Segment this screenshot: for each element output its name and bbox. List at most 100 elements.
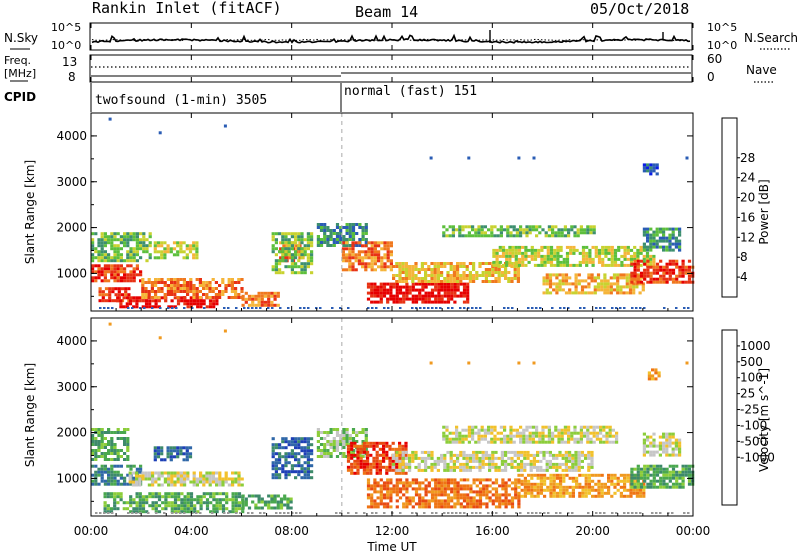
velocity-echo-cell	[430, 462, 434, 466]
power-echo-cell	[509, 225, 513, 229]
power-echo-cell	[116, 238, 120, 242]
velocity-echo-cell	[359, 465, 363, 469]
velocity-echo-cell	[530, 476, 534, 480]
velocity-echo-cell	[310, 470, 314, 474]
velocity-echo-cell	[116, 501, 120, 505]
velocity-echo-cell	[103, 501, 107, 505]
power-echo-cell	[294, 271, 298, 275]
power-echo-cell	[603, 273, 607, 277]
velocity-echo-cell	[176, 474, 180, 478]
power-echo-cell	[430, 280, 434, 283]
velocity-echo-cell	[218, 483, 222, 487]
velocity-echo-cell	[615, 437, 619, 441]
velocity-echo-cell	[519, 440, 523, 444]
velocity-echo-cell	[649, 464, 653, 468]
velocity-echo-cell	[623, 494, 627, 498]
power-echo-cell	[556, 254, 560, 258]
velocity-echo-cell	[452, 459, 456, 463]
power-echo-cell	[189, 287, 193, 290]
velocity-echo-cell	[658, 453, 662, 457]
velocity-echo-cell	[491, 502, 495, 506]
power-echo-cell	[665, 280, 669, 284]
velocity-echo-cell	[456, 456, 460, 460]
velocity-echo-cell	[129, 504, 133, 508]
velocity-echo-cell	[488, 484, 492, 488]
velocity-ground-cell	[671, 512, 674, 514]
velocity-echo-cell	[461, 440, 465, 444]
power-echo-cell	[466, 294, 470, 298]
velocity-echo-cell	[642, 438, 646, 442]
power-echo-cell	[234, 287, 238, 290]
power-echo-cell	[659, 265, 663, 269]
power-echo-cell	[339, 235, 343, 238]
velocity-echo-cell	[382, 441, 386, 445]
velocity-echo-cell	[94, 449, 98, 452]
velocity-echo-cell	[364, 449, 368, 452]
power-echo-cell	[646, 265, 650, 269]
velocity-echo-cell	[234, 501, 238, 505]
velocity-ground-cell	[571, 512, 574, 514]
velocity-echo-cell	[602, 434, 606, 438]
velocity-echo-cell	[183, 501, 187, 505]
velocity-echo-cell	[91, 428, 95, 431]
velocity-echo-cell	[290, 455, 294, 459]
velocity-echo-cell	[568, 494, 572, 498]
power-echo-cell	[633, 251, 637, 255]
velocity-echo-cell	[421, 481, 425, 485]
velocity-echo-cell	[603, 482, 607, 486]
power-echo-cell	[110, 238, 114, 242]
power-echo-cell	[558, 273, 562, 277]
power-echo-cell	[414, 294, 419, 298]
velocity-echo-cell	[623, 473, 627, 477]
velocity-echo-cell	[366, 450, 370, 454]
power-echo-cell	[392, 282, 396, 286]
power-echo-cell	[577, 279, 581, 283]
velocity-echo-cell	[398, 462, 402, 466]
power-echo-cell	[323, 238, 327, 241]
power-ground-cell	[287, 307, 290, 309]
power-echo-cell	[508, 248, 512, 252]
power-echo-cell	[525, 228, 529, 232]
power-echo-cell	[547, 228, 551, 232]
power-echo-cell	[306, 259, 310, 263]
power-echo-cell	[132, 305, 136, 309]
velocity-echo-cell	[652, 467, 656, 471]
velocity-echo-cell	[408, 484, 412, 488]
velocity-echo-cell	[528, 425, 532, 429]
velocity-echo-cell	[375, 453, 379, 457]
power-echo-cell	[402, 300, 406, 304]
power-echo-cell	[392, 297, 396, 301]
velocity-echo-cell	[590, 459, 594, 463]
power-echo-cell	[395, 300, 399, 304]
velocity-echo-cell	[482, 478, 486, 482]
power-echo-cell	[179, 247, 183, 251]
power-echo-cell	[380, 268, 384, 272]
power-echo-cell	[364, 268, 368, 272]
velocity-echo-cell	[657, 374, 661, 378]
power-echo-cell	[376, 288, 380, 292]
power-echo-cell	[633, 268, 637, 272]
power-echo-cell	[156, 250, 161, 254]
velocity-isolated-echo	[517, 361, 521, 365]
power-echo-cell	[300, 268, 304, 272]
power-echo-cell	[525, 234, 529, 238]
velocity-echo-cell	[119, 476, 123, 480]
velocity-echo-cell	[613, 476, 617, 480]
power-ground-cell	[635, 307, 638, 309]
power-echo-cell	[607, 263, 611, 267]
power-echo-cell	[351, 268, 355, 272]
power-echo-cell	[389, 288, 393, 292]
power-echo-cell	[408, 297, 412, 301]
power-ground-cell	[559, 307, 562, 309]
power-echo-cell	[373, 262, 377, 266]
power-echo-cell	[662, 230, 666, 234]
power-echo-cell	[437, 285, 441, 289]
velocity-echo-cell	[591, 494, 595, 498]
velocity-echo-cell	[440, 502, 444, 506]
power-echo-cell	[110, 247, 114, 251]
power-echo-cell	[511, 245, 515, 249]
velocity-ground-cell	[223, 512, 226, 514]
velocity-echo-cell	[455, 425, 459, 429]
velocity-echo-cell	[532, 453, 536, 457]
velocity-echo-cell	[477, 440, 481, 444]
